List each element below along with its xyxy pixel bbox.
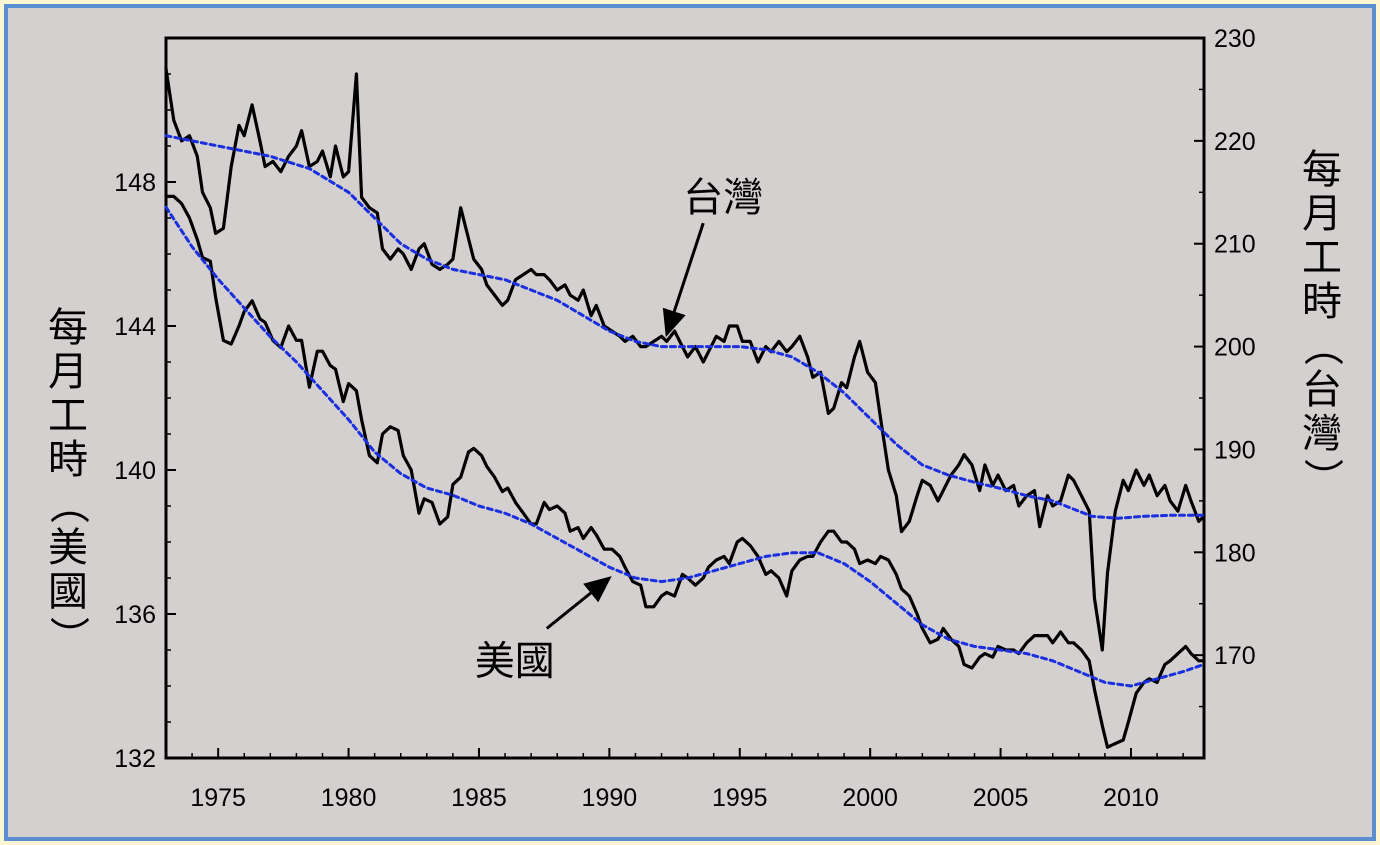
x-tick-label: 1990 xyxy=(582,784,638,812)
axis-title-char: （ xyxy=(45,484,91,524)
axis-title-char: 工 xyxy=(48,393,88,439)
x-tick-label: 2005 xyxy=(973,784,1029,812)
axis-title-char: （ xyxy=(1299,326,1345,366)
axis-title-char: 每 xyxy=(48,305,88,351)
left-y-tick-label: 132 xyxy=(114,745,156,773)
right-y-tick-label: 220 xyxy=(1214,128,1256,156)
right-y-tick-label: 190 xyxy=(1214,436,1256,464)
axis-title-char: 美 xyxy=(48,525,88,571)
axis-title-char: ） xyxy=(1299,458,1345,498)
annotation-label: 台灣 xyxy=(683,175,763,221)
axis-title-char: 台 xyxy=(1302,367,1342,413)
x-tick-label: 1980 xyxy=(321,784,377,812)
annotation-arrow xyxy=(545,576,612,630)
taiwan-hours-line xyxy=(164,67,1206,652)
tick-labels: 1975 1980 1985 1990 1995 2000 2005 2010 132 136 14… xyxy=(114,25,1255,812)
right-y-tick-label: 180 xyxy=(1214,539,1256,567)
x-tick-label: 2010 xyxy=(1103,784,1159,812)
usa-trend-line xyxy=(164,205,1206,688)
x-tick-label: 1985 xyxy=(451,784,507,812)
right-y-tick-label: 200 xyxy=(1214,334,1256,362)
chart-frame: 1975 1980 1985 1990 1995 2000 2005 2010 132 136 14… xyxy=(4,4,1376,841)
plot-border xyxy=(164,36,1206,760)
axis-title-char: 國 xyxy=(48,569,88,615)
right-y-tick-label: 230 xyxy=(1214,25,1256,53)
left-y-tick-label: 144 xyxy=(114,313,156,341)
axis-title-char: ） xyxy=(45,616,91,656)
right-y-tick-label: 170 xyxy=(1214,642,1256,670)
axis-title-char: 時 xyxy=(1302,279,1342,325)
axis-title-char: 工 xyxy=(1302,235,1342,281)
axis-title-char: 月 xyxy=(1302,191,1342,237)
annotation-arrow xyxy=(662,222,705,338)
x-tick-label: 1975 xyxy=(190,784,246,812)
annotation-label: 美國 xyxy=(475,638,555,684)
taiwan-trend-line xyxy=(164,134,1206,520)
left-y-tick-label: 148 xyxy=(114,169,156,197)
series-lines xyxy=(164,67,1206,749)
x-tick-label: 2000 xyxy=(842,784,898,812)
x-tick-label: 1995 xyxy=(712,784,768,812)
axes xyxy=(164,36,1206,760)
axis-title-char: 月 xyxy=(48,349,88,395)
axis-title-char: 灣 xyxy=(1302,411,1342,457)
axis-title-char: 每 xyxy=(1302,147,1342,193)
left-y-tick-label: 140 xyxy=(114,457,156,485)
axis-title-char: 時 xyxy=(48,437,88,483)
left-y-tick-label: 136 xyxy=(114,601,156,629)
line-chart: 1975 1980 1985 1990 1995 2000 2005 2010 132 136 14… xyxy=(45,25,1345,812)
right-y-tick-label: 210 xyxy=(1214,231,1256,259)
